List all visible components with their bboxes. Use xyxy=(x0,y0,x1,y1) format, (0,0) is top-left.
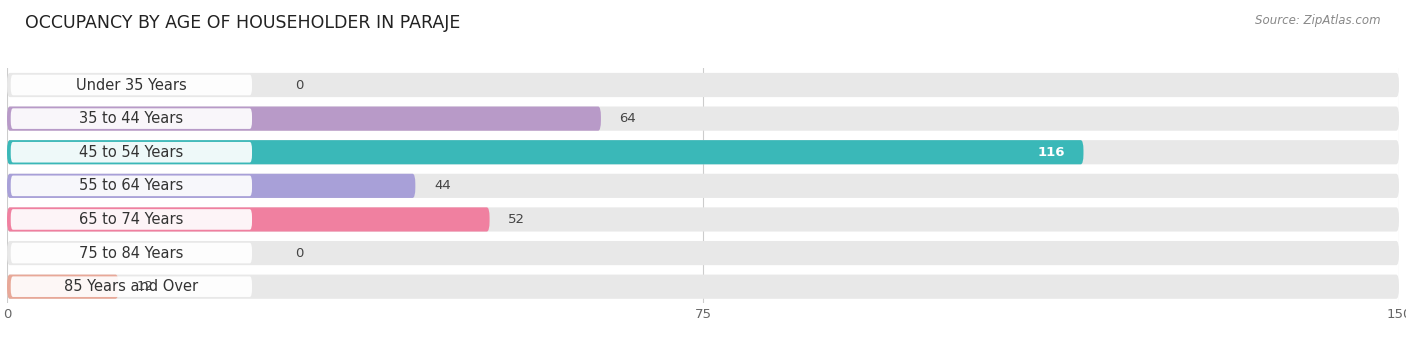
FancyBboxPatch shape xyxy=(11,176,252,196)
FancyBboxPatch shape xyxy=(7,174,1399,198)
Text: 64: 64 xyxy=(620,112,637,125)
FancyBboxPatch shape xyxy=(7,106,600,131)
Text: 55 to 64 Years: 55 to 64 Years xyxy=(79,178,184,193)
FancyBboxPatch shape xyxy=(11,75,252,95)
FancyBboxPatch shape xyxy=(7,106,1399,131)
Text: 85 Years and Over: 85 Years and Over xyxy=(65,279,198,294)
FancyBboxPatch shape xyxy=(7,174,415,198)
FancyBboxPatch shape xyxy=(7,140,1084,164)
Text: 45 to 54 Years: 45 to 54 Years xyxy=(79,145,184,160)
Text: 44: 44 xyxy=(434,179,451,192)
Text: 0: 0 xyxy=(295,78,304,91)
FancyBboxPatch shape xyxy=(7,140,1399,164)
FancyBboxPatch shape xyxy=(7,207,489,232)
Text: 52: 52 xyxy=(508,213,524,226)
Text: 0: 0 xyxy=(295,247,304,260)
FancyBboxPatch shape xyxy=(7,73,1399,97)
FancyBboxPatch shape xyxy=(11,243,252,263)
Text: 116: 116 xyxy=(1038,146,1064,159)
FancyBboxPatch shape xyxy=(11,108,252,129)
FancyBboxPatch shape xyxy=(11,277,252,297)
Text: 65 to 74 Years: 65 to 74 Years xyxy=(79,212,184,227)
FancyBboxPatch shape xyxy=(7,207,1399,232)
Text: 75 to 84 Years: 75 to 84 Years xyxy=(79,246,184,261)
Text: OCCUPANCY BY AGE OF HOUSEHOLDER IN PARAJE: OCCUPANCY BY AGE OF HOUSEHOLDER IN PARAJ… xyxy=(25,14,461,32)
Text: Under 35 Years: Under 35 Years xyxy=(76,77,187,92)
Text: 35 to 44 Years: 35 to 44 Years xyxy=(79,111,183,126)
FancyBboxPatch shape xyxy=(11,209,252,230)
Text: 12: 12 xyxy=(136,280,153,293)
FancyBboxPatch shape xyxy=(7,241,1399,265)
FancyBboxPatch shape xyxy=(11,142,252,163)
FancyBboxPatch shape xyxy=(7,275,1399,299)
Text: Source: ZipAtlas.com: Source: ZipAtlas.com xyxy=(1256,14,1381,27)
FancyBboxPatch shape xyxy=(7,275,118,299)
